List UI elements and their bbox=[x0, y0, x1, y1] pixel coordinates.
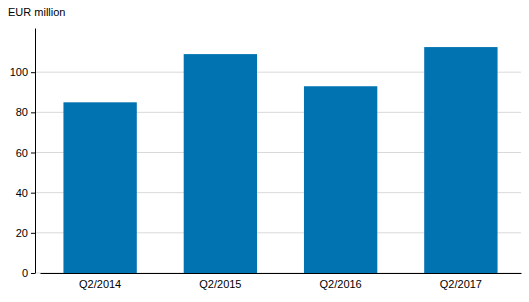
y-tick-mark bbox=[31, 153, 35, 154]
bar bbox=[424, 47, 497, 273]
y-tick: 20 bbox=[16, 227, 35, 239]
y-tick-mark bbox=[31, 273, 35, 274]
y-tick-label: 100 bbox=[10, 66, 28, 78]
x-tick-label: Q2/2017 bbox=[440, 278, 482, 290]
x-tick-label: Q2/2016 bbox=[320, 278, 362, 290]
x-tick-label: Q2/2015 bbox=[199, 278, 241, 290]
chart: 0 20 40 60 80 100 Q2/2014 Q2/2015 Q2/2016 Q2/2017… bbox=[0, 0, 529, 302]
y-tick-label: 0 bbox=[22, 267, 28, 279]
y-axis-title: EUR million bbox=[8, 6, 65, 18]
bar bbox=[184, 54, 257, 273]
plot: 0 20 40 60 80 100 Q2/2014 Q2/2015 Q2/2016 Q2/2017 bbox=[10, 29, 522, 290]
bars bbox=[63, 47, 497, 273]
x-tick: Q2/2014 bbox=[79, 273, 121, 290]
y-tick-mark bbox=[31, 72, 35, 73]
y-tick: 60 bbox=[16, 147, 35, 159]
bar bbox=[304, 86, 377, 273]
x-tick-label: Q2/2014 bbox=[79, 278, 121, 290]
y-axis-line bbox=[35, 29, 36, 274]
y-tick: 40 bbox=[16, 187, 35, 199]
y-tick-label: 40 bbox=[16, 187, 28, 199]
x-axis-line bbox=[41, 273, 522, 274]
y-tick-mark bbox=[31, 193, 35, 194]
x-tick: Q2/2017 bbox=[440, 273, 482, 290]
y-tick: 0 bbox=[22, 267, 35, 279]
y-tick: 100 bbox=[10, 66, 35, 78]
y-tick-label: 20 bbox=[16, 227, 28, 239]
y-tick-label: 60 bbox=[16, 147, 28, 159]
y-axis: 0 20 40 60 80 100 bbox=[10, 29, 36, 280]
y-tick-mark bbox=[31, 112, 35, 113]
x-tick: Q2/2015 bbox=[199, 273, 241, 290]
y-tick-mark bbox=[31, 233, 35, 234]
y-tick: 80 bbox=[16, 106, 35, 118]
x-axis: Q2/2014 Q2/2015 Q2/2016 Q2/2017 bbox=[41, 273, 522, 290]
x-tick: Q2/2016 bbox=[320, 273, 362, 290]
bar bbox=[63, 102, 136, 273]
y-tick-label: 80 bbox=[16, 106, 28, 118]
